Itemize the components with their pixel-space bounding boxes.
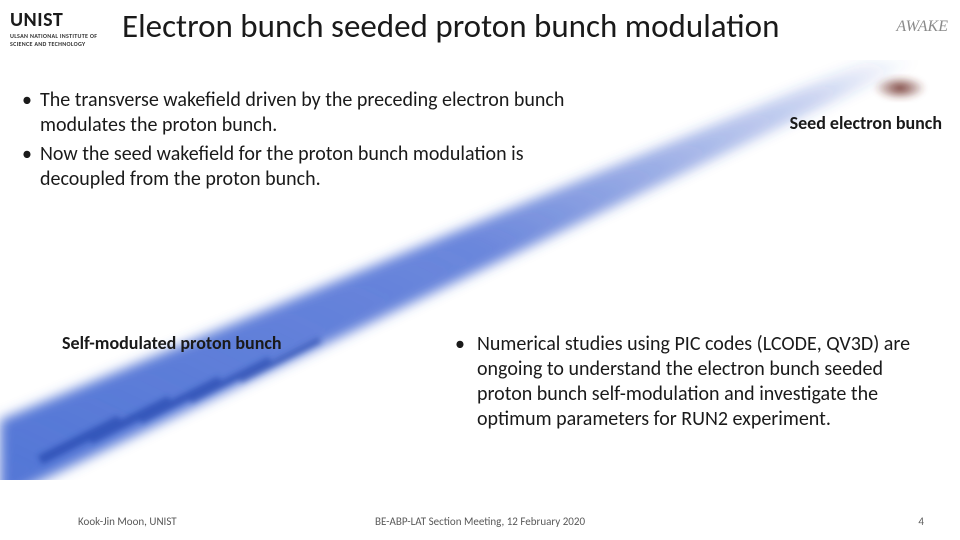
bullet-left-0: The transverse wakefield driven by the p…	[22, 88, 582, 138]
seed-electron-label: Seed electron bunch	[790, 112, 942, 134]
logo-text: UNIST	[10, 8, 97, 32]
bullet-right-0: Numerical studies using PIC codes (LCODE…	[455, 332, 935, 432]
logo: UNIST ULSAN NATIONAL INSTITUTE OF SCIENC…	[10, 8, 97, 47]
self-modulated-label: Self-modulated proton bunch	[62, 332, 282, 354]
footer-author: Kook-Jin Moon, UNIST	[78, 515, 177, 528]
bullet-left-1: Now the seed wakefield for the proton bu…	[22, 142, 582, 192]
watermark: AWAKE	[896, 18, 948, 36]
footer-page-number: 4	[918, 515, 924, 528]
logo-subtitle-1: ULSAN NATIONAL INSTITUTE OF	[10, 33, 97, 40]
bullets-right: Numerical studies using PIC codes (LCODE…	[455, 332, 935, 432]
logo-subtitle-2: SCIENCE AND TECHNOLOGY	[10, 41, 97, 48]
bullets-left: The transverse wakefield driven by the p…	[22, 88, 582, 196]
slide: UNIST ULSAN NATIONAL INSTITUTE OF SCIENC…	[0, 0, 960, 540]
slide-title: Electron bunch seeded proton bunch modul…	[122, 6, 779, 46]
footer-meeting: BE-ABP-LAT Section Meeting, 12 February …	[375, 515, 585, 528]
